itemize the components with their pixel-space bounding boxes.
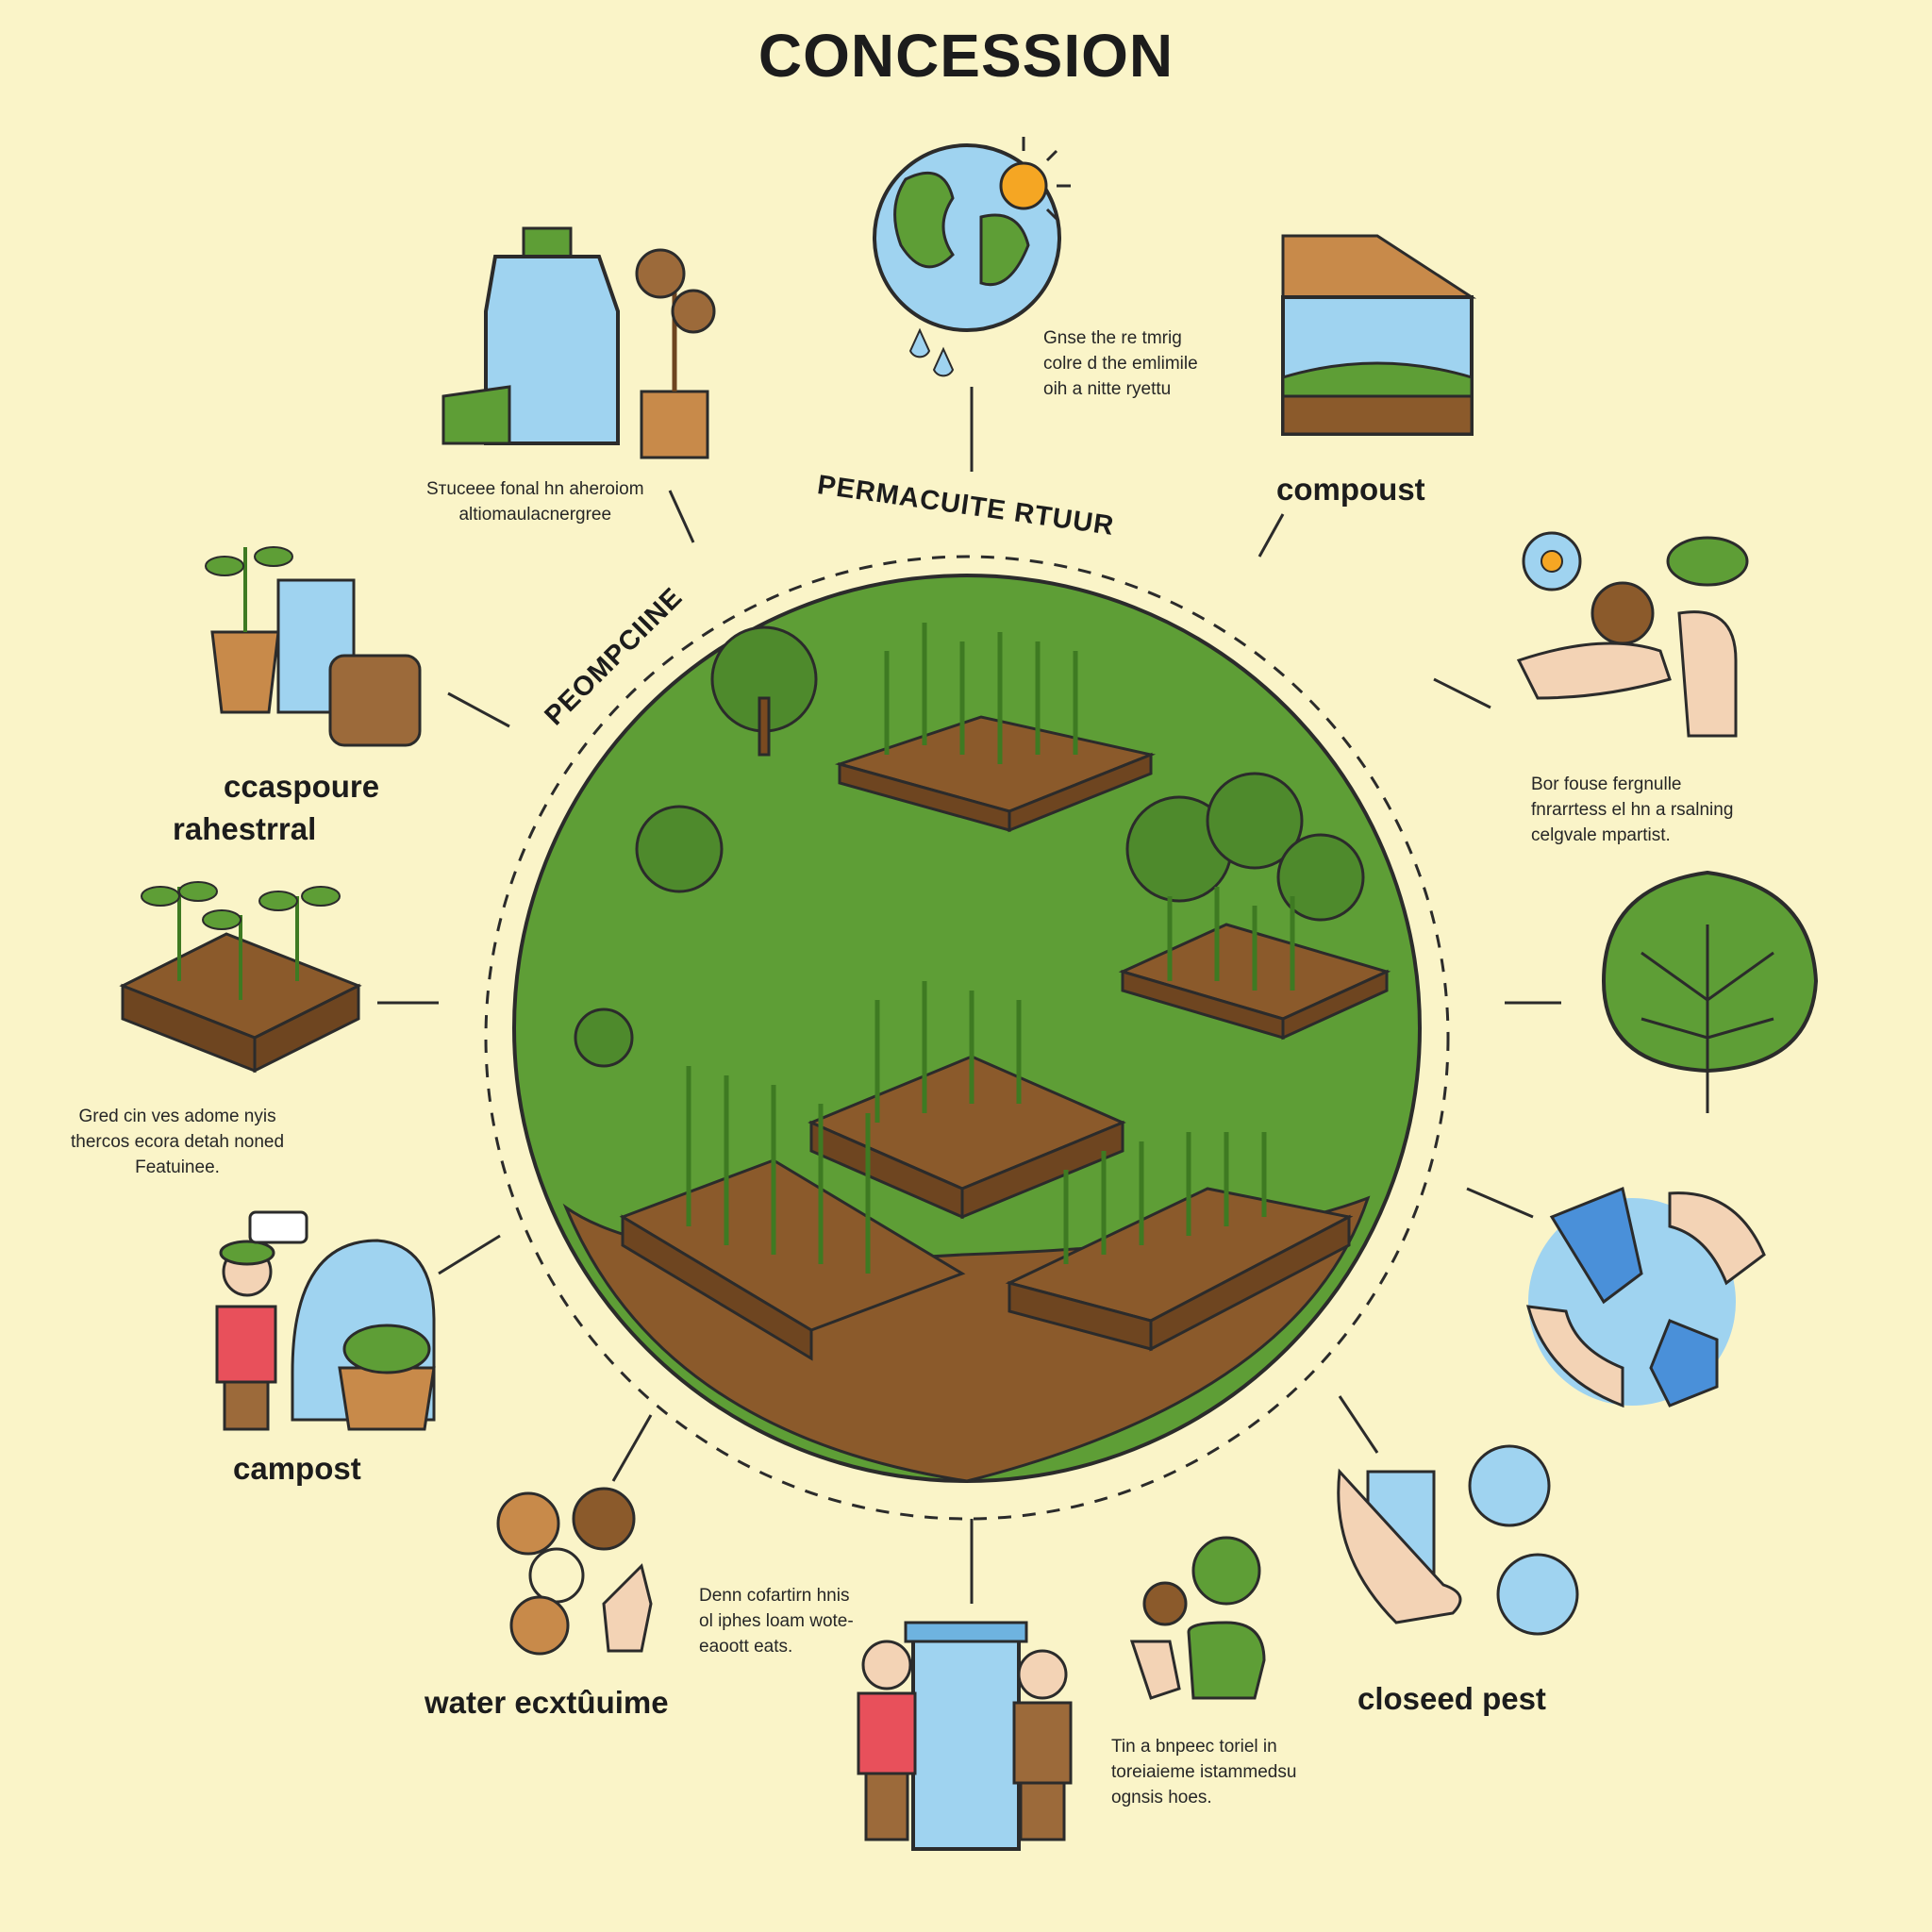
caption-hands-seeds: Bor fouse fergnulle fnrarrtess el hn a r… (1531, 774, 1734, 845)
people-icon (857, 1640, 1073, 1841)
raised-bed-bottom-right (1005, 1187, 1354, 1352)
gardener-icon (215, 1210, 308, 1431)
potted-seedlings-icon (205, 546, 356, 714)
water-bottle-icon (441, 226, 620, 445)
caption-bottle: Sтuceee fonal hn aheroiom altiomaulacner… (426, 479, 644, 525)
compost-basket-icon (291, 1239, 436, 1431)
central-garden (512, 574, 1422, 1483)
raised-bed-center (808, 1055, 1126, 1220)
connector-lines (377, 387, 1561, 1604)
recycle-hands-icon (1525, 1186, 1766, 1408)
water-tank-icon (904, 1621, 1028, 1851)
leaf-icon (1601, 870, 1819, 1113)
sprout-bed-icon (119, 881, 362, 1074)
dashed-ring (484, 555, 1450, 1521)
sun-icon (999, 137, 1071, 221)
tools-icon (496, 1487, 653, 1656)
garden-trees (574, 625, 1365, 1068)
label-water-ecxtuime: water ecxtûuime (425, 1685, 669, 1720)
label-ccaspoure: ccaspoure (224, 769, 380, 804)
seed-packet-icon (1337, 1444, 1579, 1636)
raised-bed-bottom-left (619, 1158, 966, 1361)
seedling-hand-icon (1129, 1536, 1266, 1700)
hands-seeds-icon (1516, 581, 1738, 738)
garden-plants (686, 623, 1295, 1274)
label-closeed-pest: closeed pest (1357, 1681, 1546, 1716)
label-campost: campost (233, 1451, 361, 1486)
oak-sapling-icon (635, 248, 716, 459)
caption-water-tank: Tin a bnpeec toriel in toreiaieme istamm… (1111, 1737, 1297, 1807)
label-rahestrral: rahestrral (173, 811, 317, 846)
caption-raised-bed: Gred cin ves adome nyis thercos ecora de… (71, 1107, 285, 1177)
label-compoust: compoust (1276, 472, 1425, 507)
cold-frame-icon (1281, 234, 1477, 436)
flower-icon (1522, 531, 1749, 591)
water-barrel-icon (328, 654, 422, 747)
page-title: CONCESSION (758, 22, 1174, 90)
caption-globe: Gnse the re tmrig colre d the emlimile o… (1043, 328, 1198, 399)
caption-tools: Denn cofartirn hnis ol iphes loam wote- … (699, 1586, 854, 1657)
